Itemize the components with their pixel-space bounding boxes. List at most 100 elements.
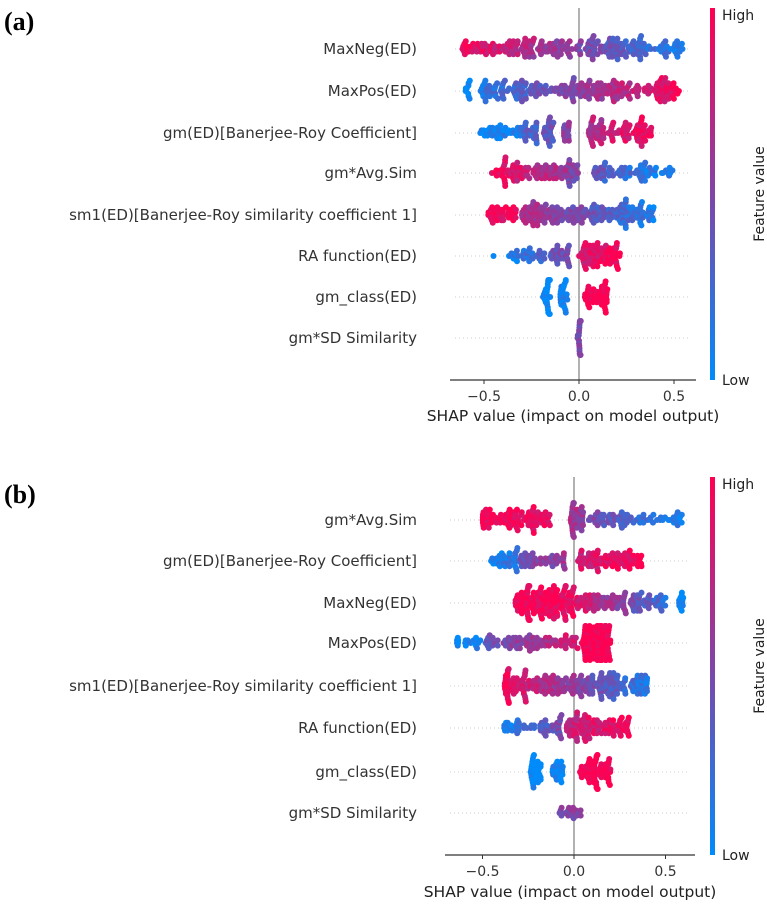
- shap-point: [485, 524, 492, 531]
- shap-point: [606, 623, 613, 629]
- shap-point: [678, 589, 685, 596]
- shap-point: [625, 714, 632, 721]
- shap-point: [502, 154, 509, 161]
- shap-point: [502, 183, 509, 189]
- shap-point: [640, 519, 647, 526]
- shap-point: [530, 53, 537, 60]
- shap-point: [603, 299, 610, 306]
- shap-point: [562, 632, 569, 639]
- shap-point: [566, 263, 573, 270]
- shap-point: [614, 95, 621, 102]
- shap-point: [639, 214, 646, 221]
- shap-point: [657, 592, 664, 599]
- shap-point: [515, 719, 522, 726]
- x-axis-label: SHAP value (impact on model output): [424, 883, 717, 901]
- shap-point: [590, 143, 596, 149]
- shap-point: [574, 738, 581, 744]
- shap-point: [642, 159, 649, 166]
- shap-point: [537, 776, 544, 783]
- shap-point: [639, 199, 645, 205]
- colorbar-title: Feature value: [752, 618, 767, 714]
- shap-point: [622, 589, 629, 596]
- shap-point: [578, 693, 585, 700]
- feature-label: gm*SD Similarity: [289, 329, 418, 347]
- shap-point: [609, 605, 616, 612]
- shap-point: [637, 607, 643, 614]
- shap-point: [575, 170, 581, 176]
- shap-point: [670, 80, 677, 87]
- shap-point: [585, 714, 592, 721]
- shap-point: [577, 318, 584, 324]
- shap-point: [565, 137, 572, 144]
- shap-point: [570, 75, 577, 81]
- shap-point: [515, 727, 522, 734]
- shap-point: [557, 51, 564, 58]
- shap-point: [539, 615, 545, 622]
- shap-point: [629, 204, 636, 211]
- shap-point: [553, 175, 560, 182]
- shap-point: [602, 309, 609, 316]
- shap-point: [505, 666, 512, 672]
- shap-point: [522, 137, 529, 144]
- shap-point: [542, 201, 549, 208]
- shap-point: [578, 565, 585, 572]
- shap-point: [570, 613, 577, 619]
- shap-point: [530, 530, 537, 536]
- shap-point: [516, 645, 523, 652]
- shap-point: [573, 175, 580, 182]
- shap-point: [562, 583, 569, 589]
- shap-point: [530, 784, 537, 791]
- shap-point: [582, 240, 589, 246]
- colorbar: [710, 477, 715, 855]
- shap-point: [609, 53, 616, 60]
- shap-point: [625, 732, 632, 739]
- shap-point: [466, 95, 473, 102]
- shap-point: [564, 296, 571, 303]
- shap-point: [614, 266, 621, 272]
- shap-point: [563, 675, 569, 682]
- x-tick-label: −0.5: [467, 389, 501, 405]
- shap-point: [602, 278, 609, 285]
- shap-point: [674, 53, 681, 60]
- shap-point: [675, 88, 682, 94]
- feature-label: RA function(ED): [298, 247, 417, 265]
- shap-point: [566, 38, 573, 45]
- shap-point: [594, 547, 601, 554]
- shap-point: [585, 283, 592, 290]
- shap-point: [570, 98, 577, 105]
- shap-point: [494, 642, 501, 649]
- shap-point: [518, 522, 525, 529]
- shap-point: [595, 568, 601, 575]
- shap-point: [522, 35, 529, 42]
- feature-label: gm*SD Similarity: [289, 804, 418, 822]
- shap-point: [578, 672, 585, 679]
- shap-point: [558, 779, 565, 786]
- x-tick-label: 0.0: [568, 389, 590, 405]
- shap-point: [560, 550, 567, 557]
- shap-point: [542, 82, 549, 89]
- shap-point: [546, 143, 553, 149]
- shap-point: [536, 247, 543, 254]
- shap-point: [570, 500, 577, 506]
- shap-point: [547, 294, 554, 300]
- shap-point: [646, 164, 653, 171]
- shap-point: [541, 219, 548, 226]
- shap-point: [562, 645, 569, 652]
- shap-point: [473, 634, 479, 641]
- shap-point: [525, 164, 532, 171]
- shap-point: [679, 46, 686, 52]
- shap-point: [577, 352, 584, 358]
- shap-point: [474, 645, 480, 652]
- shap-point: [550, 583, 557, 589]
- shap-point: [462, 38, 469, 45]
- shap-point: [455, 637, 462, 644]
- shap-point: [589, 56, 596, 63]
- shap-point: [513, 247, 520, 254]
- shap-point: [586, 95, 593, 102]
- feature-label: gm*Avg.Sim: [325, 511, 417, 529]
- shap-point: [594, 38, 601, 45]
- shap-point: [600, 124, 607, 131]
- shap-point: [622, 38, 629, 45]
- shap-point: [610, 119, 617, 126]
